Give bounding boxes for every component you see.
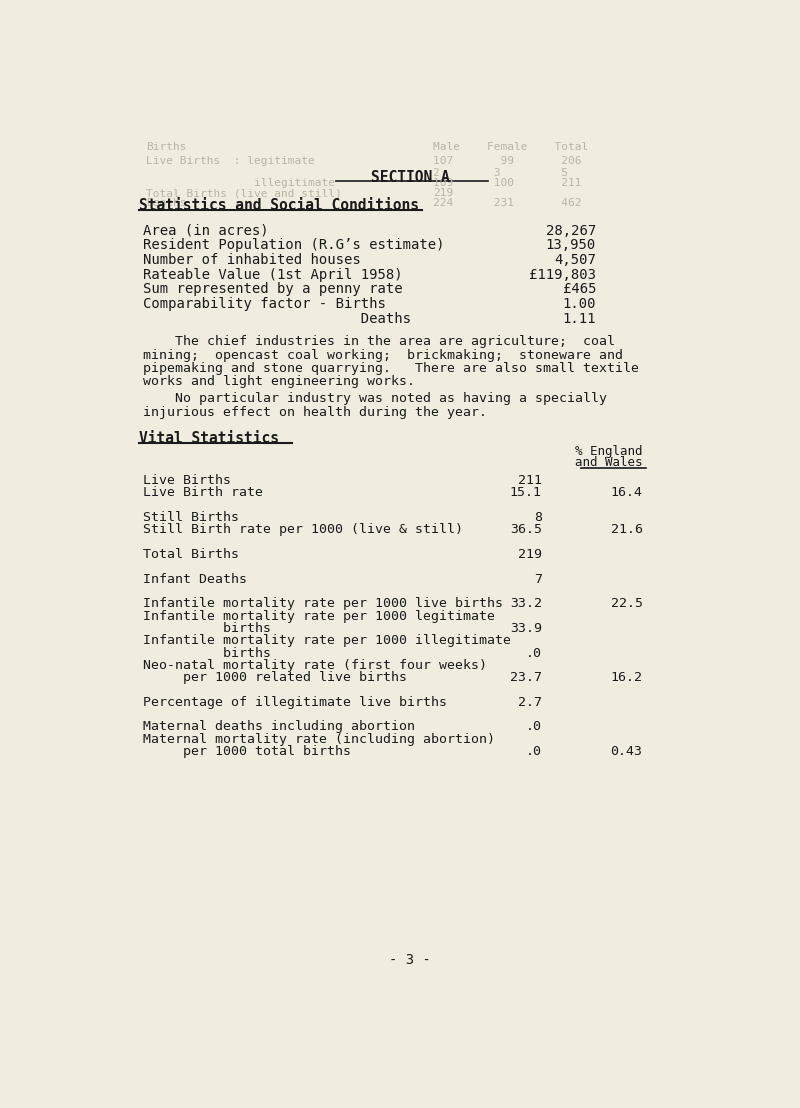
Text: 33.9: 33.9 bbox=[510, 622, 542, 635]
Text: 109      100       211: 109 100 211 bbox=[434, 177, 582, 187]
Text: Number of inhabited houses: Number of inhabited houses bbox=[142, 253, 360, 267]
Text: Live Births: Live Births bbox=[142, 474, 230, 488]
Text: £465: £465 bbox=[562, 283, 596, 296]
Text: works and light engineering works.: works and light engineering works. bbox=[142, 375, 414, 388]
Text: Live Birth rate: Live Birth rate bbox=[142, 486, 262, 500]
Text: births: births bbox=[142, 647, 270, 659]
Text: .0: .0 bbox=[526, 720, 542, 733]
Text: Sum represented by a penny rate: Sum represented by a penny rate bbox=[142, 283, 402, 296]
Text: 8: 8 bbox=[534, 511, 542, 524]
Text: Statistics and Social Conditions: Statistics and Social Conditions bbox=[138, 198, 418, 214]
Text: 22.5: 22.5 bbox=[610, 597, 642, 611]
Text: 219: 219 bbox=[518, 548, 542, 561]
Text: Still Birth rate per 1000 (live & still): Still Birth rate per 1000 (live & still) bbox=[142, 523, 462, 536]
Text: 219: 219 bbox=[434, 188, 454, 198]
Text: 211: 211 bbox=[518, 474, 542, 488]
Text: 224      231       462: 224 231 462 bbox=[434, 198, 582, 208]
Text: 13,950: 13,950 bbox=[546, 238, 596, 253]
Text: injurious effect on health during the year.: injurious effect on health during the ye… bbox=[142, 406, 486, 419]
Text: 4,507: 4,507 bbox=[554, 253, 596, 267]
Text: 33.2: 33.2 bbox=[510, 597, 542, 611]
Text: Area (in acres): Area (in acres) bbox=[142, 224, 268, 238]
Text: Male    Female    Total: Male Female Total bbox=[434, 142, 589, 152]
Text: 28,267: 28,267 bbox=[546, 224, 596, 238]
Text: Comparability factor - Births: Comparability factor - Births bbox=[142, 297, 386, 311]
Text: .0: .0 bbox=[526, 647, 542, 659]
Text: 16.2: 16.2 bbox=[610, 671, 642, 684]
Text: The chief industries in the area are agriculture;  coal: The chief industries in the area are agr… bbox=[142, 336, 614, 349]
Text: No particular industry was noted as having a specially: No particular industry was noted as havi… bbox=[142, 392, 606, 406]
Text: Infantile mortality rate per 1000 illegitimate: Infantile mortality rate per 1000 illegi… bbox=[142, 634, 510, 647]
Text: Maternal mortality rate (including abortion): Maternal mortality rate (including abort… bbox=[142, 732, 494, 746]
Text: % England: % England bbox=[575, 444, 642, 458]
Text: Total Births: Total Births bbox=[142, 548, 238, 561]
Text: .0: .0 bbox=[526, 745, 542, 758]
Text: and Wales: and Wales bbox=[575, 456, 642, 470]
Text: 2.7: 2.7 bbox=[518, 696, 542, 709]
Text: Births: Births bbox=[146, 142, 187, 152]
Text: Rateable Value (1st April 1958): Rateable Value (1st April 1958) bbox=[142, 268, 402, 281]
Text: Infant Deaths: Infant Deaths bbox=[142, 573, 246, 586]
Text: Resident Population (R.G’s estimate): Resident Population (R.G’s estimate) bbox=[142, 238, 444, 253]
Text: mining;  opencast coal working;  brickmaking;  stoneware and: mining; opencast coal working; brickmaki… bbox=[142, 349, 622, 361]
Text: Deaths: Deaths bbox=[146, 198, 187, 208]
Text: Total Births (live and still): Total Births (live and still) bbox=[146, 188, 342, 198]
Text: Deaths: Deaths bbox=[142, 311, 410, 326]
Text: 0.43: 0.43 bbox=[610, 745, 642, 758]
Text: SECTION A: SECTION A bbox=[370, 170, 450, 185]
Text: Infantile mortality rate per 1000 live births: Infantile mortality rate per 1000 live b… bbox=[142, 597, 502, 611]
Text: per 1000 related live births: per 1000 related live births bbox=[142, 671, 406, 684]
Text: per 1000 total births: per 1000 total births bbox=[142, 745, 350, 758]
Text: 36.5: 36.5 bbox=[510, 523, 542, 536]
Text: Percentage of illegitimate live births: Percentage of illegitimate live births bbox=[142, 696, 446, 709]
Text: Vital Statistics: Vital Statistics bbox=[138, 431, 278, 445]
Text: Infantile mortality rate per 1000 legitimate: Infantile mortality rate per 1000 legiti… bbox=[142, 609, 494, 623]
Text: 16.4: 16.4 bbox=[610, 486, 642, 500]
Text: 1.11: 1.11 bbox=[562, 311, 596, 326]
Text: 2        3         5: 2 3 5 bbox=[434, 167, 568, 177]
Text: births: births bbox=[142, 622, 270, 635]
Text: - 3 -: - 3 - bbox=[389, 953, 431, 967]
Text: Live Births  : legitimate: Live Births : legitimate bbox=[146, 156, 315, 166]
Text: 15.1: 15.1 bbox=[510, 486, 542, 500]
Text: Maternal deaths including abortion: Maternal deaths including abortion bbox=[142, 720, 414, 733]
Text: 21.6: 21.6 bbox=[610, 523, 642, 536]
Text: 107       99       206: 107 99 206 bbox=[434, 156, 582, 166]
Text: Still Births: Still Births bbox=[142, 511, 238, 524]
Text: 1.00: 1.00 bbox=[562, 297, 596, 311]
Text: Neo-natal mortality rate (first four weeks): Neo-natal mortality rate (first four wee… bbox=[142, 659, 486, 671]
Text: pipemaking and stone quarrying.   There are also small textile: pipemaking and stone quarrying. There ar… bbox=[142, 361, 638, 375]
Text: 23.7: 23.7 bbox=[510, 671, 542, 684]
Text: 7: 7 bbox=[534, 573, 542, 586]
Text: £119,803: £119,803 bbox=[529, 268, 596, 281]
Text: illegitimate: illegitimate bbox=[146, 177, 335, 187]
